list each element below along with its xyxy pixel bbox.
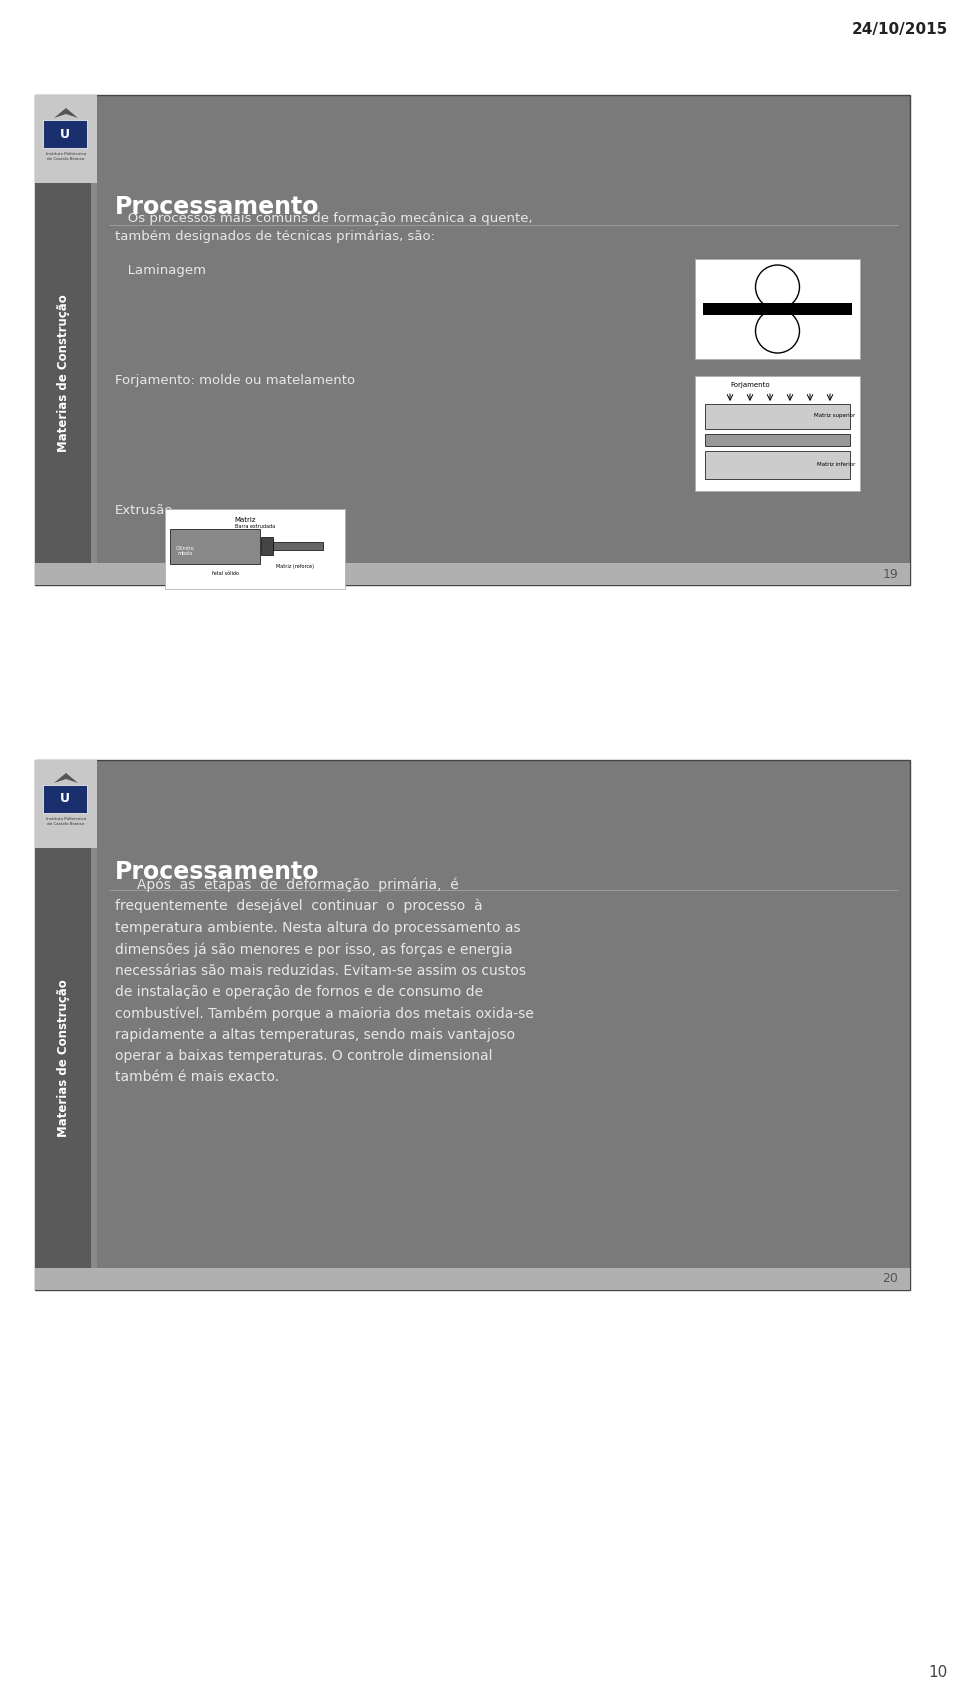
FancyBboxPatch shape [35,759,97,849]
FancyBboxPatch shape [35,759,97,1290]
FancyBboxPatch shape [165,509,345,589]
Text: Laminagem: Laminagem [115,264,206,276]
Text: Extrusão: Extrusão [115,504,174,517]
Text: Forjamento: molde ou matelamento: Forjamento: molde ou matelamento [115,374,355,387]
Text: U: U [60,793,70,805]
FancyBboxPatch shape [43,120,87,148]
Text: Materias de Construção: Materias de Construção [57,295,69,451]
FancyBboxPatch shape [705,404,850,429]
FancyBboxPatch shape [261,537,273,556]
Text: fetal sólido: fetal sólido [211,571,238,576]
Text: Instituto Politécnico
de Castelo Branco: Instituto Politécnico de Castelo Branco [46,152,86,162]
Text: Cilindro
mbolo: Cilindro mbolo [176,546,194,556]
Text: Os processos mais comuns de formação mecânica a quente,
também designados de téc: Os processos mais comuns de formação mec… [115,212,533,242]
FancyBboxPatch shape [35,562,910,584]
Text: Matriz (reforce): Matriz (reforce) [276,564,314,569]
Text: U: U [60,128,70,140]
Polygon shape [54,773,78,783]
Text: Matriz: Matriz [234,517,255,524]
Text: Após  as  etapas  de  deformação  primária,  é
frequentemente  desejável  contin: Após as etapas de deformação primária, é… [115,877,534,1084]
FancyBboxPatch shape [35,759,910,1290]
FancyBboxPatch shape [91,759,97,1290]
Text: 24/10/2015: 24/10/2015 [852,22,948,37]
Text: Matriz inferior: Matriz inferior [817,463,855,468]
FancyBboxPatch shape [703,303,852,315]
FancyBboxPatch shape [35,94,910,584]
Polygon shape [54,108,78,118]
Text: Forjamento: Forjamento [730,382,770,387]
FancyBboxPatch shape [35,94,97,584]
FancyBboxPatch shape [705,434,850,446]
FancyBboxPatch shape [35,94,97,184]
FancyBboxPatch shape [43,785,87,813]
FancyBboxPatch shape [695,376,860,492]
Text: 20: 20 [882,1273,898,1285]
Text: 10: 10 [928,1665,948,1681]
Circle shape [756,264,800,308]
FancyBboxPatch shape [695,259,860,359]
Text: Instituto Politécnico
de Castelo Branco: Instituto Politécnico de Castelo Branco [46,817,86,825]
Text: 19: 19 [882,568,898,581]
FancyBboxPatch shape [273,542,323,551]
Text: Processamento: Processamento [115,861,320,884]
FancyBboxPatch shape [170,529,260,564]
Text: Barra extrudada: Barra extrudada [235,524,276,529]
Circle shape [756,308,800,354]
Text: Processamento: Processamento [115,195,320,219]
FancyBboxPatch shape [35,1268,910,1290]
Text: Materias de Construção: Materias de Construção [57,978,69,1137]
FancyBboxPatch shape [91,94,97,584]
Text: Matriz superior: Matriz superior [814,414,855,419]
FancyBboxPatch shape [705,451,850,478]
